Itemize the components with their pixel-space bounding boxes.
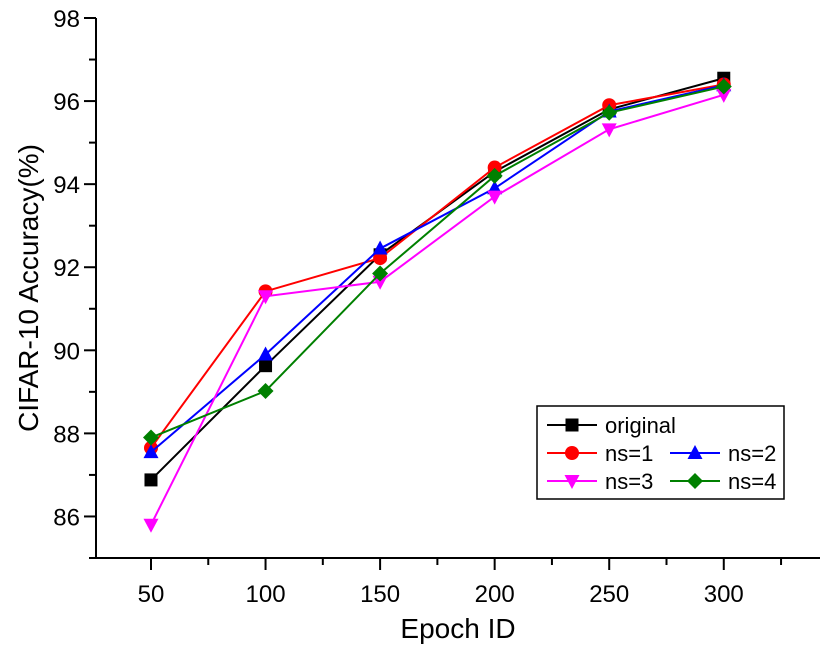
- legend-label: ns=4: [728, 469, 776, 494]
- data-point-triangle-up: [258, 346, 274, 361]
- y-tick-label: 94: [53, 172, 80, 199]
- data-point-circle: [487, 160, 502, 175]
- legend-marker-diamond: [687, 473, 703, 489]
- x-tick-label: 250: [589, 581, 629, 608]
- series-line: [150, 84, 724, 453]
- data-point-square: [259, 359, 273, 373]
- y-tick-label: 86: [53, 504, 80, 531]
- legend-marker-triangle-up: [687, 445, 703, 459]
- series-line: [150, 93, 725, 526]
- legend-marker-square: [565, 418, 579, 432]
- x-tick-label: 150: [360, 581, 400, 608]
- legend-item: ns=1: [547, 441, 653, 466]
- legend-label: original: [605, 413, 676, 438]
- data-point-triangle-down: [372, 275, 388, 290]
- y-axis-title: CIFAR-10 Accuracy(%): [13, 144, 44, 432]
- legend: original ns=1 ns=2 ns=3 ns=4: [536, 405, 785, 500]
- series-line: [150, 85, 724, 439]
- data-point-diamond: [257, 383, 274, 400]
- legend-label: ns=1: [605, 441, 653, 466]
- legend-label: ns=2: [728, 441, 776, 466]
- series-ns-2: [143, 77, 732, 459]
- y-tick-label: 98: [53, 6, 80, 33]
- y-tick-label: 88: [53, 421, 80, 448]
- series-layer: [142, 71, 732, 533]
- legend-label: ns=3: [605, 469, 653, 494]
- x-tick-label: 300: [704, 581, 744, 608]
- data-point-triangle-down: [143, 518, 159, 533]
- series-ns-3: [143, 88, 732, 533]
- data-point-square: [144, 473, 158, 487]
- data-point-triangle-down: [716, 88, 732, 103]
- x-tick-label: 50: [138, 581, 165, 608]
- legend-item: ns=2: [670, 441, 776, 466]
- x-tick-label: 200: [475, 581, 515, 608]
- data-point-diamond: [142, 429, 159, 446]
- data-point-circle: [373, 251, 388, 266]
- data-point-diamond: [601, 104, 618, 121]
- legend-item: ns=4: [670, 469, 776, 494]
- data-point-triangle-up: [372, 240, 388, 255]
- legend-marker-triangle-down: [564, 475, 580, 489]
- x-axis-title: Epoch ID: [400, 613, 515, 644]
- series-line: [150, 83, 724, 449]
- y-tick-label: 90: [53, 338, 80, 365]
- data-point-triangle-down: [601, 123, 617, 138]
- legend-item: ns=3: [547, 469, 653, 494]
- data-point-triangle-up: [143, 444, 159, 459]
- x-tick-label: 100: [246, 581, 286, 608]
- y-tick-label: 96: [53, 89, 80, 116]
- y-tick-label: 92: [53, 255, 80, 282]
- y-axis: 86 88 90 92 94 96 98: [53, 6, 97, 559]
- data-point-triangle-down: [258, 290, 274, 305]
- series-ns-4: [142, 78, 732, 446]
- data-point-diamond: [715, 78, 732, 95]
- data-point-diamond: [486, 167, 503, 184]
- x-axis: 50 100 150 200 250 300: [96, 557, 820, 608]
- data-point-diamond: [372, 265, 389, 282]
- legend-marker-circle: [565, 446, 579, 460]
- data-point-triangle-down: [487, 190, 503, 205]
- legend-item: original: [547, 413, 676, 438]
